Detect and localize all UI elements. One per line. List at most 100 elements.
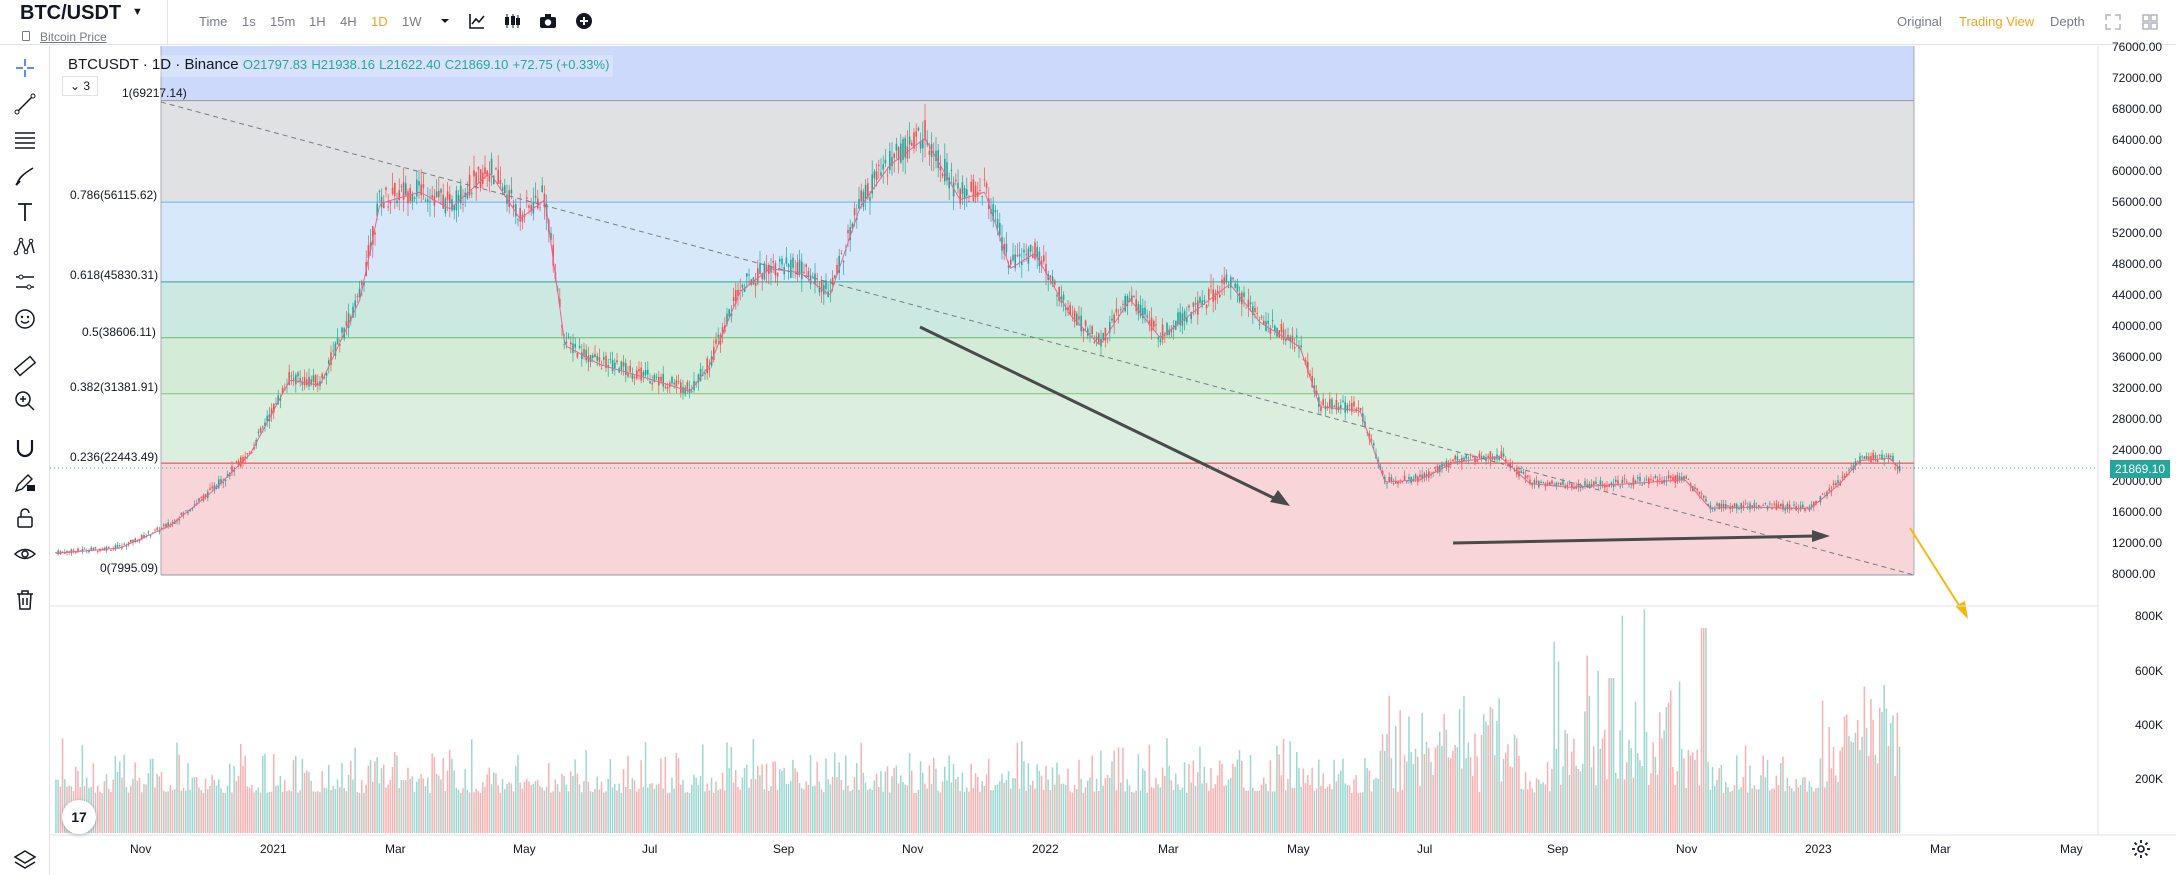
fib-band xyxy=(161,100,1914,203)
emoji-icon[interactable] xyxy=(13,307,37,331)
tab-trading-view[interactable]: Trading View xyxy=(1959,14,2035,29)
tradingview-logo[interactable]: 17 xyxy=(62,800,96,834)
time-axis-label: 2021 xyxy=(260,842,287,856)
chart-legend: BTCUSDT · 1D · Binance O21797.83 H21938.… xyxy=(64,55,614,77)
interval-dropdown-icon[interactable] xyxy=(436,12,454,30)
time-axis-label: Jul xyxy=(1417,842,1433,856)
time-axis-label: Mar xyxy=(1158,842,1179,856)
legend-indicator-count: 3 xyxy=(83,79,91,93)
zoom-in-icon[interactable] xyxy=(13,389,37,413)
interval-1d[interactable]: 1D xyxy=(371,14,388,29)
interval-1h[interactable]: 1H xyxy=(309,14,326,29)
interval-4h[interactable]: 4H xyxy=(340,14,357,29)
interval-1w[interactable]: 1W xyxy=(402,14,422,29)
chevron-down-icon: ⌄ xyxy=(69,79,81,93)
legend-collapse-button[interactable]: ⌄ 3 xyxy=(62,76,98,96)
fib-band xyxy=(161,281,1914,338)
drawing-toolbar xyxy=(0,46,50,875)
symbol-title[interactable]: BTC/USDT xyxy=(20,2,122,24)
lock-icon[interactable] xyxy=(13,506,37,530)
price-axis-label: 12000.00 xyxy=(2112,536,2163,550)
time-axis-label: May xyxy=(513,842,536,856)
price-axis-label: 48000.00 xyxy=(2112,257,2163,271)
time-axis-label: Nov xyxy=(1676,842,1698,856)
legend-change: +72.75 (+0.33%) xyxy=(512,57,610,72)
interval-time[interactable]: Time xyxy=(199,14,228,29)
chart-type-candles-icon[interactable] xyxy=(503,12,521,30)
fib-label-0786: 0.786(56115.62) xyxy=(70,188,158,202)
time-axis-label: Jul xyxy=(642,842,658,856)
price-axis-label: 32000.00 xyxy=(2112,381,2163,395)
price-axis-label: 72000.00 xyxy=(2112,71,2163,85)
legend-symbol: BTCUSDT xyxy=(68,56,139,73)
dashed-trend-line[interactable] xyxy=(160,101,1915,576)
brush-icon[interactable] xyxy=(13,164,37,188)
indicators-icon[interactable] xyxy=(468,12,486,30)
arrow-down-trend[interactable] xyxy=(919,325,1283,504)
fib-band xyxy=(161,393,1914,464)
text-icon[interactable] xyxy=(13,200,37,224)
time-axis-label: May xyxy=(2060,842,2083,856)
interval-15m[interactable]: 15m xyxy=(270,14,296,29)
price-axis-label: 24000.00 xyxy=(2112,443,2163,457)
trash-icon[interactable] xyxy=(13,588,37,612)
layers-icon[interactable] xyxy=(13,848,37,872)
price-axis-label: 76000.00 xyxy=(2112,40,2163,54)
time-axis-label: Sep xyxy=(773,842,795,856)
eye-icon[interactable] xyxy=(13,542,37,566)
volume-axis-label: 800K xyxy=(2135,609,2164,623)
time-axis-label: Nov xyxy=(902,842,924,856)
fib-label-0382: 0.382(31381.91) xyxy=(70,380,159,394)
fib-label-0618: 0.618(45830.31) xyxy=(70,268,159,282)
price-axis-label: 60000.00 xyxy=(2112,164,2163,178)
moving-average-line xyxy=(55,137,1900,554)
legend-high: H21938.16 xyxy=(311,57,375,72)
price-axis-label: 44000.00 xyxy=(2112,288,2163,302)
symbol-subtitle-link[interactable]: Bitcoin Price xyxy=(40,30,107,44)
legend-sep-2: · xyxy=(175,56,181,73)
volume-axis-label: 200K xyxy=(2135,772,2164,786)
legend-exchange: Binance xyxy=(184,56,239,73)
pattern-icon[interactable] xyxy=(13,235,37,259)
current-price-label: 21869.10 xyxy=(2110,460,2170,478)
magnet-icon[interactable] xyxy=(13,436,37,460)
top-toolbar: BTC/USDT ▼ Bitcoin Price Time 1s 15m 1H … xyxy=(0,0,2176,45)
fib-retracement-drawing[interactable] xyxy=(160,46,1915,576)
prediction-icon[interactable] xyxy=(13,270,37,294)
tab-depth[interactable]: Depth xyxy=(2050,14,2085,29)
volume-axis-label: 600K xyxy=(2135,664,2164,678)
legend-interval: 1D xyxy=(151,56,172,73)
ruler-icon[interactable] xyxy=(13,354,37,378)
volume-axis-label: 400K xyxy=(2135,718,2164,732)
fib-retracement-icon[interactable] xyxy=(13,128,37,152)
time-axis-label: 2023 xyxy=(1805,842,1832,856)
symbol-dropdown-icon[interactable]: ▼ xyxy=(132,6,143,18)
price-axis-label: 56000.00 xyxy=(2112,195,2163,209)
price-axis-label: 8000.00 xyxy=(2112,567,2156,581)
time-axis-label: Mar xyxy=(385,842,406,856)
pencil-lock-icon[interactable] xyxy=(13,470,37,494)
arrow-sideways[interactable] xyxy=(1452,534,1816,545)
tab-original[interactable]: Original xyxy=(1897,14,1942,29)
fib-label-0236: 0.236(22443.49) xyxy=(70,450,159,464)
time-axis-label: May xyxy=(1287,842,1310,856)
trend-line-icon[interactable] xyxy=(13,92,37,116)
add-icon[interactable] xyxy=(575,12,593,30)
crosshair-icon[interactable] xyxy=(13,56,37,80)
fib-label-05: 0.5(38606.11) xyxy=(82,325,156,339)
document-icon xyxy=(22,31,30,41)
arrow-head-icon xyxy=(1270,490,1290,506)
arrow-head-icon xyxy=(1812,530,1830,542)
grid-layout-icon[interactable] xyxy=(2141,13,2159,31)
price-axis-label: 52000.00 xyxy=(2112,226,2163,240)
camera-icon[interactable] xyxy=(539,12,557,30)
interval-1s[interactable]: 1s xyxy=(242,14,256,29)
fullscreen-icon[interactable] xyxy=(2104,13,2122,31)
symbol-block[interactable]: BTC/USDT ▼ Bitcoin Price xyxy=(0,0,168,45)
price-axis-label: 16000.00 xyxy=(2112,505,2163,519)
gear-icon[interactable] xyxy=(2131,839,2151,859)
arrow-projection-yellow[interactable] xyxy=(1909,527,1963,611)
legend-sep-1: · xyxy=(142,56,148,73)
